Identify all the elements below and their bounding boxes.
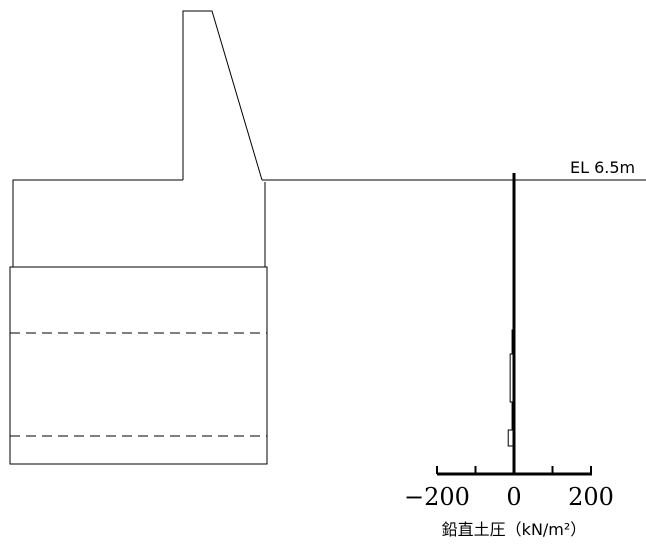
x-axis-ticks: [436, 466, 592, 474]
elevation-label: EL 6.5m: [570, 158, 635, 177]
x-axis-tick-labels: −200 0 200: [404, 483, 614, 511]
upper-body-outline: [12, 179, 183, 267]
x-axis-title: 鉛直土圧（kN/m²）: [442, 520, 587, 539]
structure-section: [9, 10, 268, 465]
crown-wall-outline: [182, 10, 263, 181]
vertical-earth-pressure-chart: −200 0 200 鉛直土圧（kN/m²）: [404, 173, 614, 539]
x-tick-label-1: 0: [506, 483, 521, 511]
caisson-body: [9, 266, 268, 465]
x-tick-label-2: 200: [568, 483, 614, 511]
x-tick-label-0: −200: [404, 483, 470, 511]
